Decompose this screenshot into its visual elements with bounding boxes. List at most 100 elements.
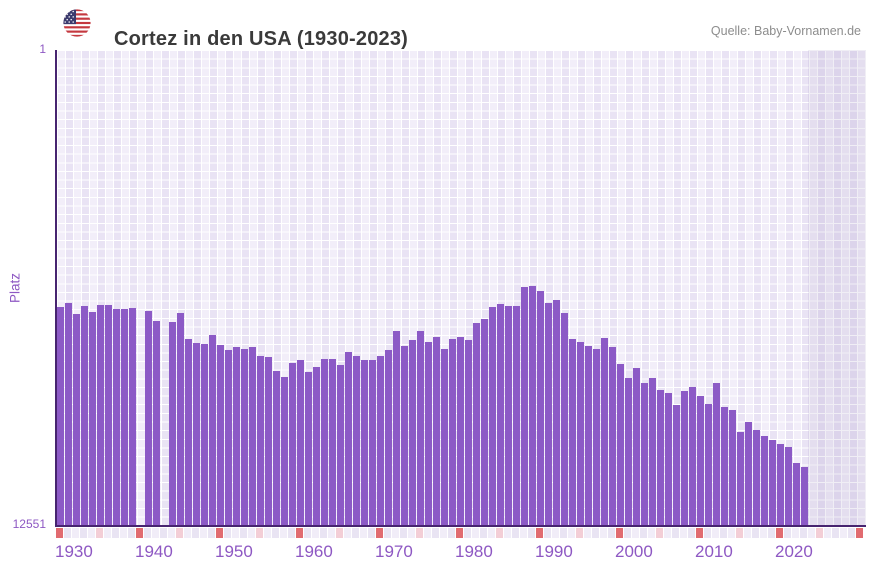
year-tick [512, 528, 519, 538]
x-axis-label: 2020 [775, 542, 813, 561]
bar[interactable] [761, 435, 768, 525]
bar[interactable] [777, 443, 784, 525]
bar[interactable] [561, 312, 568, 525]
bar[interactable] [297, 359, 304, 525]
bar[interactable] [273, 370, 280, 525]
bar[interactable] [625, 377, 632, 525]
bar[interactable] [785, 446, 792, 525]
bar[interactable] [105, 304, 112, 525]
bar[interactable] [641, 383, 648, 525]
bar[interactable] [649, 377, 656, 525]
bar[interactable] [225, 349, 232, 525]
bar[interactable] [801, 467, 808, 525]
bar[interactable] [553, 299, 560, 525]
bar[interactable] [313, 367, 320, 525]
bar[interactable] [713, 383, 720, 525]
bar[interactable] [593, 348, 600, 525]
bar[interactable] [265, 357, 272, 525]
bar[interactable] [497, 304, 504, 525]
bar[interactable] [745, 421, 752, 525]
bar[interactable] [217, 344, 224, 525]
bar[interactable] [193, 342, 200, 525]
bar[interactable] [705, 404, 712, 525]
bar[interactable] [689, 386, 696, 525]
bar[interactable] [449, 338, 456, 525]
bar[interactable] [89, 311, 96, 525]
bar[interactable] [465, 339, 472, 525]
bar[interactable] [249, 346, 256, 525]
bar[interactable] [369, 359, 376, 525]
year-tick [712, 528, 719, 538]
bar[interactable] [425, 341, 432, 525]
bar[interactable] [433, 337, 440, 525]
bar[interactable] [113, 308, 120, 525]
bar[interactable] [129, 308, 136, 525]
bar[interactable] [145, 311, 152, 525]
year-tick [528, 528, 535, 538]
bar[interactable] [537, 290, 544, 525]
bar[interactable] [385, 349, 392, 525]
bar[interactable] [769, 439, 776, 525]
bar[interactable] [697, 395, 704, 525]
bar[interactable] [633, 367, 640, 525]
bar[interactable] [377, 355, 384, 525]
bar[interactable] [289, 362, 296, 525]
bar[interactable] [505, 306, 512, 525]
bar[interactable] [569, 339, 576, 525]
bar[interactable] [393, 330, 400, 525]
bar[interactable] [673, 404, 680, 525]
bar[interactable] [121, 308, 128, 525]
bar[interactable] [97, 304, 104, 525]
bar[interactable] [617, 364, 624, 525]
bar[interactable] [441, 348, 448, 525]
bar[interactable] [361, 359, 368, 525]
bar[interactable] [753, 429, 760, 525]
bar[interactable] [345, 352, 352, 525]
year-tick [264, 528, 271, 538]
bar[interactable] [337, 364, 344, 525]
bar[interactable] [73, 313, 80, 525]
bar[interactable] [545, 303, 552, 525]
bar[interactable] [81, 305, 88, 525]
bar[interactable] [185, 339, 192, 525]
bar[interactable] [793, 462, 800, 525]
bar[interactable] [737, 431, 744, 525]
year-tick [368, 528, 375, 538]
bar[interactable] [513, 306, 520, 525]
bar[interactable] [657, 389, 664, 525]
bar[interactable] [529, 285, 536, 525]
bar[interactable] [281, 376, 288, 525]
bar[interactable] [257, 355, 264, 525]
bar[interactable] [153, 320, 160, 525]
bar[interactable] [417, 330, 424, 525]
bar[interactable] [721, 406, 728, 525]
bar[interactable] [57, 306, 64, 525]
bar[interactable] [201, 344, 208, 525]
bar[interactable] [681, 390, 688, 525]
bar[interactable] [665, 393, 672, 525]
year-tick [664, 528, 671, 538]
bar[interactable] [353, 356, 360, 525]
bar[interactable] [409, 339, 416, 525]
bar[interactable] [233, 347, 240, 525]
bar[interactable] [729, 409, 736, 525]
bar[interactable] [601, 337, 608, 525]
bar[interactable] [177, 313, 184, 525]
bar[interactable] [521, 287, 528, 525]
bar[interactable] [329, 358, 336, 525]
bar[interactable] [585, 345, 592, 525]
bar[interactable] [457, 337, 464, 525]
bar[interactable] [169, 321, 176, 525]
bar[interactable] [609, 346, 616, 525]
bar[interactable] [305, 371, 312, 525]
bar[interactable] [209, 334, 216, 525]
bar[interactable] [489, 306, 496, 525]
bar[interactable] [65, 303, 72, 525]
bar[interactable] [401, 345, 408, 525]
bar[interactable] [321, 359, 328, 525]
bar[interactable] [473, 323, 480, 525]
bar[interactable] [241, 349, 248, 525]
bar[interactable] [577, 341, 584, 525]
bar[interactable] [481, 319, 488, 525]
x-axis-tick-row [56, 528, 863, 538]
